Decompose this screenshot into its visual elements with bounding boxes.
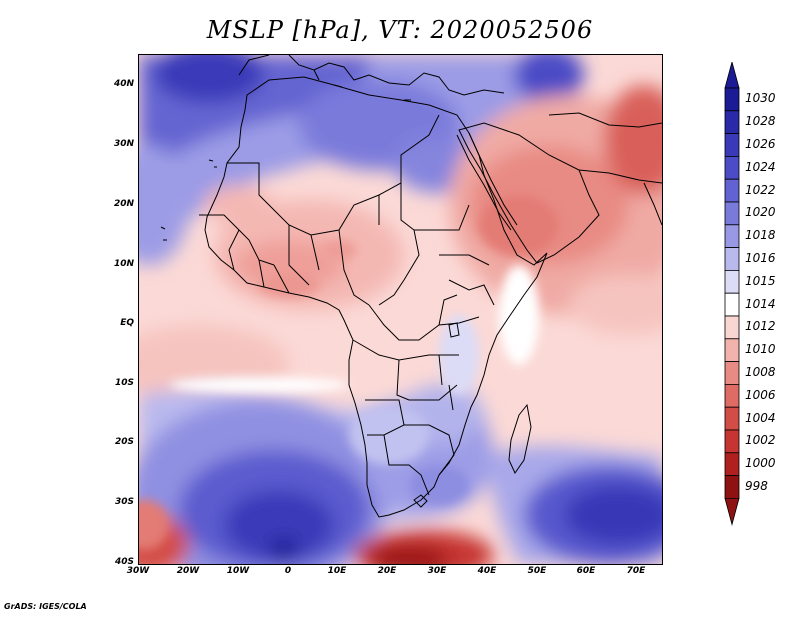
lon-tick-label: 0	[284, 566, 292, 576]
colorbar-tick-label: 1015	[745, 273, 776, 288]
colorbar-swatch	[724, 315, 740, 340]
colorbar-tick-label: 1002	[745, 433, 776, 448]
lat-tick-label: 20S	[114, 437, 134, 447]
colorbar-swatch	[724, 406, 740, 431]
lat-tick-label: 20N	[113, 199, 134, 209]
colorbar-tick-label: 1020	[745, 205, 776, 220]
lon-tick-label: 70E	[626, 566, 646, 576]
colorbar-tick-label: 1006	[745, 387, 776, 402]
colorbar-swatch	[724, 247, 740, 271]
lon-tick-label: 30E	[427, 566, 447, 576]
lon-tick-label: 50E	[527, 566, 547, 576]
colorbar-tick-label: 1028	[745, 114, 776, 129]
colorbar-tick-label: 1030	[745, 91, 776, 106]
colorbar-tick-label: 1026	[745, 137, 776, 151]
colorbar-tick-label: 1022	[745, 182, 776, 197]
lat-tick-label: 40S	[114, 557, 134, 567]
map-title: MSLP [hPa], VT: 2020052506	[206, 16, 594, 44]
lon-tick-label: 60E	[576, 566, 596, 576]
colorbar-tick-label: 1012	[745, 319, 776, 334]
lon-tick-label: 40E	[477, 566, 497, 576]
colorbar-swatch	[724, 224, 740, 249]
lon-tick-label: 20W	[176, 566, 200, 576]
colorbar-tick-label: 1016	[745, 251, 776, 265]
colorbar-min-arrow	[724, 497, 740, 526]
pressure-map	[138, 54, 663, 565]
colorbar-tick-label: 1014	[745, 296, 776, 311]
colorbar-swatch	[724, 475, 740, 499]
lat-tick-label: 30N	[113, 139, 134, 149]
colorbar-swatch	[724, 269, 740, 294]
colorbar-swatch	[724, 87, 740, 112]
colorbar-swatch	[724, 338, 740, 362]
lon-tick-label: 10E	[327, 566, 347, 576]
colorbar-swatch	[724, 178, 740, 203]
lon-tick-label: 10W	[226, 566, 250, 576]
colorbar-swatch	[724, 383, 740, 408]
pressure-field-detail	[139, 195, 559, 550]
lat-tick-label: 30S	[114, 497, 134, 507]
colorbar-tick-label: 1000	[745, 456, 776, 471]
colorbar-swatch	[724, 429, 740, 454]
colorbar-tick-label: 1004	[745, 410, 776, 425]
colorbar-swatch	[724, 452, 740, 476]
colorbar-tick-label: 1008	[745, 365, 776, 379]
lat-tick-label: 40N	[113, 79, 134, 89]
lat-tick-label: EQ	[120, 318, 134, 328]
colorbar-swatch	[724, 292, 740, 317]
colorbar-tick-label: 998	[745, 479, 768, 493]
colorbar-max-arrow	[724, 62, 740, 89]
colorbar-tick-label: 1018	[745, 228, 776, 243]
colorbar-swatch	[724, 110, 740, 134]
colorbar-tick-label: 1024	[745, 159, 776, 174]
colorbar-swatch	[724, 156, 740, 180]
credit-text: GrADS: IGES/COLA	[4, 602, 87, 611]
colorbar-swatch	[724, 201, 740, 226]
colorbar-swatch	[724, 133, 740, 157]
colorbar	[724, 62, 740, 526]
lat-tick-label: 10S	[114, 378, 134, 388]
colorbar-swatch	[724, 361, 740, 385]
coastlines	[160, 55, 662, 518]
lon-tick-label: 30W	[126, 566, 150, 576]
colorbar-tick-label: 1010	[745, 342, 776, 357]
lon-tick-label: 20E	[377, 566, 397, 576]
lat-tick-label: 10N	[113, 259, 134, 269]
